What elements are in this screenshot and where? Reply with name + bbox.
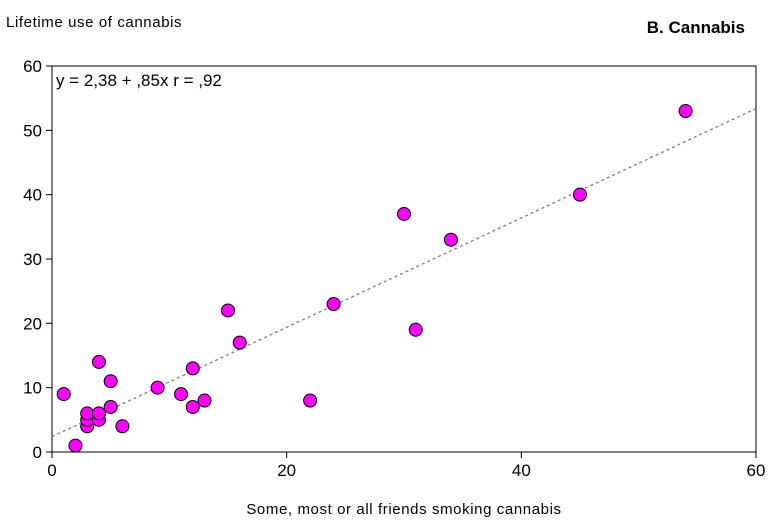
data-point-24 <box>678 104 693 119</box>
y-tick-label: 10 <box>23 379 42 398</box>
data-point-17 <box>232 335 247 350</box>
data-point-6 <box>91 406 106 421</box>
x-axis-label: Some, most or all friends smoking cannab… <box>246 501 561 518</box>
data-point-18 <box>303 393 318 408</box>
x-tick-label: 60 <box>747 461 766 480</box>
data-point-10 <box>115 419 130 434</box>
data-point-23 <box>573 187 587 202</box>
y-tick-label: 30 <box>23 250 42 269</box>
y-axis: 0 10 20 30 40 50 60 <box>23 57 52 462</box>
data-point-0 <box>56 387 71 402</box>
data-point-16 <box>221 303 235 318</box>
data-point-22 <box>443 232 458 247</box>
y-axis-label: Lifetime use of cannabis <box>6 14 182 31</box>
y-tick-label: 60 <box>23 57 42 76</box>
y-tick-label: 20 <box>23 314 42 333</box>
data-point-4 <box>80 406 95 421</box>
x-tick-label: 40 <box>512 461 531 480</box>
x-axis: 0 20 40 60 <box>47 452 765 480</box>
x-tick-label: 0 <box>47 461 56 480</box>
data-point-12 <box>174 387 189 402</box>
data-point-8 <box>103 399 118 414</box>
points-group <box>56 104 693 453</box>
data-point-20 <box>397 206 411 221</box>
data-point-19 <box>326 297 341 312</box>
data-point-7 <box>91 354 106 369</box>
y-tick-label: 0 <box>33 443 42 462</box>
data-point-21 <box>408 322 423 337</box>
data-point-13 <box>185 399 200 414</box>
regression-equation: y = 2,38 + ,85x r = ,92 <box>56 71 222 90</box>
data-point-11 <box>150 380 165 395</box>
data-point-14 <box>185 361 200 376</box>
data-point-15 <box>197 393 212 408</box>
data-point-1 <box>68 438 83 453</box>
data-point-9 <box>103 374 118 389</box>
panel-title: B. Cannabis <box>647 18 745 37</box>
x-tick-label: 20 <box>277 461 296 480</box>
y-tick-label: 50 <box>23 121 42 140</box>
y-tick-label: 40 <box>23 186 42 205</box>
